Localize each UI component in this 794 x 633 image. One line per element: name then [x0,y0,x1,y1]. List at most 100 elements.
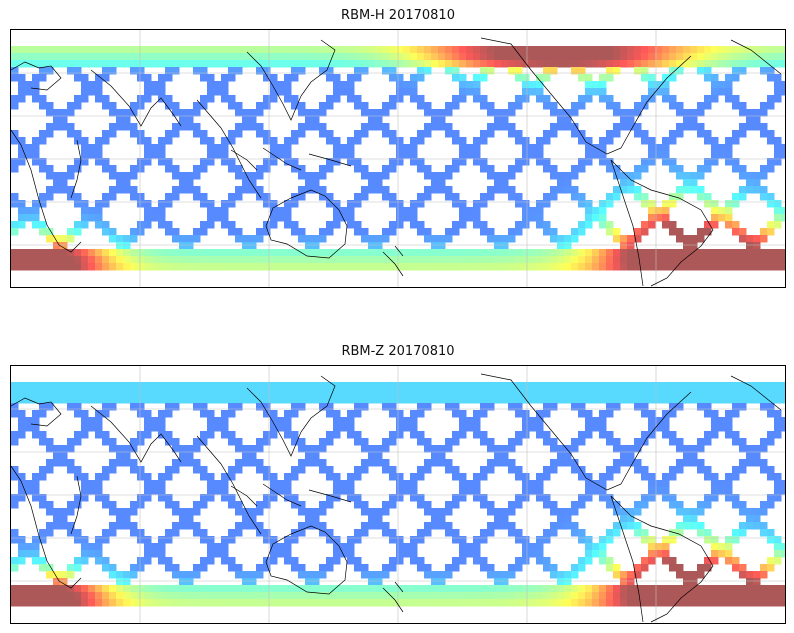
swath-cell [690,179,698,187]
swath-cell [284,557,292,565]
swath-cell [466,585,474,593]
swath-cell [95,221,103,229]
swath-cell [564,389,572,397]
swath-cell [200,67,208,75]
swath-cell [382,235,390,243]
swath-cell [564,186,572,194]
swath-cell [690,599,698,607]
swath-cell [662,396,670,404]
swath-cell [620,508,628,516]
swath-cell [11,158,19,166]
swath-cell [214,389,222,397]
swath-cell [18,410,26,418]
swath-cell [396,543,404,551]
swath-cell [543,403,551,411]
swath-cell [221,137,229,145]
swath-cell [46,123,54,131]
swath-cell [592,543,600,551]
swath-cell [165,529,173,537]
swath-cell [739,592,747,600]
swath-cell [732,102,740,110]
swath-cell [697,193,705,201]
swath-cell [193,256,201,264]
swath-cell [298,193,306,201]
swath-cell [88,60,96,68]
swath-cell [389,130,397,138]
swath-cell [662,550,670,558]
swath-cell [228,130,236,138]
swath-cell [333,424,341,432]
swath-cell [613,256,621,264]
swath-cell [571,389,579,397]
swath-cell [18,151,26,159]
swath-cell [746,60,754,68]
swath-cell [487,249,495,257]
swath-cell [340,480,348,488]
swath-cell [123,53,131,61]
swath-cell [46,466,54,474]
swath-cell [74,193,82,201]
swath-cell [326,67,334,75]
swath-cell [256,389,264,397]
swath-cell [641,256,649,264]
swath-cell [74,137,82,145]
swath-cell [445,564,453,572]
swath-cell [473,487,481,495]
swath-cell [585,74,593,82]
swath-cell [529,543,537,551]
swath-cell [536,487,544,495]
swath-cell [711,53,719,61]
swath-cell [557,599,565,607]
swath-cell [326,410,334,418]
swath-cell [438,592,446,600]
swath-cell [508,501,516,509]
swath-cell [431,599,439,607]
swath-cell [564,123,572,131]
swath-cell [39,466,47,474]
swath-cell [235,193,243,201]
swath-cell [564,53,572,61]
swath-cell [627,445,635,453]
swath-cell [67,501,75,509]
swath-cell [578,382,586,390]
swath-cell [480,74,488,82]
swath-cell [725,256,733,264]
swath-cell [445,396,453,404]
swath-cell [144,46,152,54]
swath-cell [291,256,299,264]
swath-cell [620,459,628,467]
swath-cell [326,389,334,397]
swath-cell [557,172,565,180]
swath-cell [739,508,747,516]
swath-cell [109,165,117,173]
swath-cell [669,410,677,418]
swath-cell [60,53,68,61]
swath-cell [508,592,516,600]
swath-cell [319,592,327,600]
swath-cell [249,60,257,68]
swath-cell [725,396,733,404]
swath-cell [613,102,621,110]
swath-cell [522,431,530,439]
swath-cell [592,382,600,390]
swath-cell [39,256,47,264]
swath-cell [536,389,544,397]
swath-cell [277,88,285,96]
swath-cell [452,200,460,208]
swath-cell [256,571,264,579]
swath-cell [60,123,68,131]
swath-cell [151,550,159,558]
swath-cell [305,389,313,397]
swath-cell [284,60,292,68]
swath-cell [116,571,124,579]
swath-cell [319,564,327,572]
swath-cell [123,445,131,453]
swath-cell [284,599,292,607]
swath-cell [410,550,418,558]
swath-cell [326,382,334,390]
swath-cell [648,494,656,502]
swath-cell [228,137,236,145]
swath-cell [39,564,47,572]
swath-cell [550,67,558,75]
swath-cell [382,445,390,453]
